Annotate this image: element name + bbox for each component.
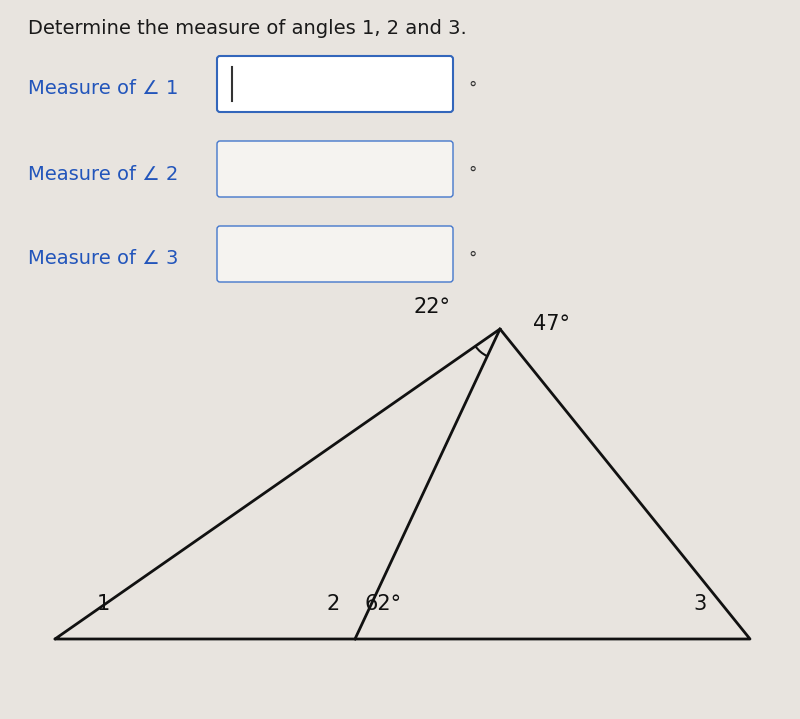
Text: Measure of ∠ 2: Measure of ∠ 2 bbox=[28, 165, 178, 183]
Text: 22°: 22° bbox=[414, 297, 450, 317]
Text: °: ° bbox=[468, 165, 476, 183]
Text: 1: 1 bbox=[96, 594, 110, 614]
FancyBboxPatch shape bbox=[217, 226, 453, 282]
Text: 62°: 62° bbox=[365, 594, 402, 614]
Text: Measure of ∠ 3: Measure of ∠ 3 bbox=[28, 249, 178, 268]
FancyBboxPatch shape bbox=[217, 141, 453, 197]
FancyBboxPatch shape bbox=[217, 56, 453, 112]
Text: 2: 2 bbox=[326, 594, 340, 614]
Text: 47°: 47° bbox=[534, 314, 570, 334]
Text: Determine the measure of angles 1, 2 and 3.: Determine the measure of angles 1, 2 and… bbox=[28, 19, 466, 38]
Text: 3: 3 bbox=[694, 594, 706, 614]
Text: °: ° bbox=[468, 250, 476, 268]
Text: Measure of ∠ 1: Measure of ∠ 1 bbox=[28, 80, 178, 99]
Text: °: ° bbox=[468, 80, 476, 98]
